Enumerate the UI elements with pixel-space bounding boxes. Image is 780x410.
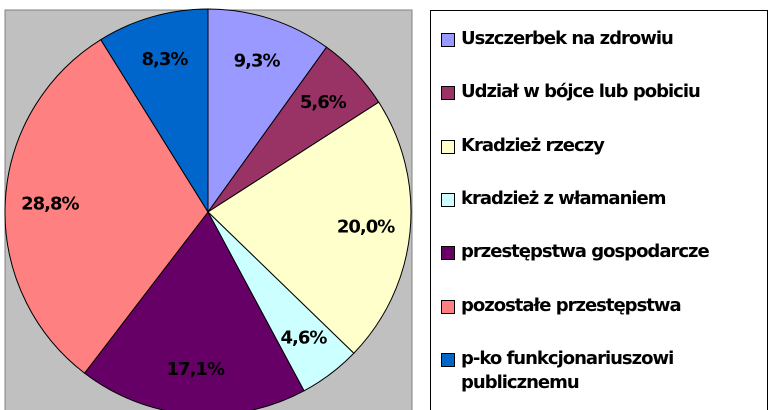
legend-swatch (441, 352, 455, 367)
legend-item: Udział w bójce lub pobiciu (441, 80, 761, 104)
legend-label: Uszczerbek na zdrowiu (461, 28, 674, 49)
data-label: 8,3% (142, 49, 189, 70)
pie-slice (100, 8, 209, 214)
data-label: 28,8% (21, 193, 79, 214)
legend-swatch (441, 192, 455, 207)
legend-label: Udział w bójce lub pobiciu (461, 81, 701, 103)
legend-item: p-ko funkcjonariuszowi publicznemu (441, 347, 761, 395)
pie-slice (207, 101, 412, 354)
data-label: 17,1% (167, 359, 225, 380)
legend-item: pozostałe przestępstwa (441, 294, 761, 318)
data-label: 5,6% (300, 92, 347, 113)
pie-slice (207, 8, 328, 214)
legend-label: przestępstwa gospodarcze (461, 241, 710, 263)
legend-label: pozostałe przestępstwa (461, 294, 682, 316)
legend: Uszczerbek na zdrowiu Udział w bójce lub … (430, 10, 768, 410)
legend-swatch (441, 246, 455, 261)
legend-item: kradzież z włamaniem (441, 187, 761, 211)
legend-label: Kradzież rzeczy (461, 134, 605, 156)
legend-swatch (441, 299, 455, 314)
legend-item: Kradzież rzeczy (441, 134, 761, 158)
legend-item: Uszczerbek na zdrowiu (441, 27, 761, 51)
legend-swatch (441, 139, 455, 154)
pie-slice (4, 38, 209, 374)
legend-swatch (441, 86, 455, 101)
legend-label: p-ko funkcjonariuszowi publicznemu (461, 347, 674, 393)
pie-area: 9,3% 5,6% 20,0% 4,6% 17,1% 28,8% 8,3% (4, 8, 413, 410)
legend-label: kradzież z włamaniem (461, 187, 667, 209)
data-label: 20,0% (337, 217, 395, 238)
data-label: 9,3% (234, 50, 281, 71)
legend-swatch (441, 33, 455, 47)
pie-slice (83, 211, 305, 410)
legend-item: przestępstwa gospodarcze (441, 240, 761, 264)
data-label: 4,6% (280, 327, 327, 348)
